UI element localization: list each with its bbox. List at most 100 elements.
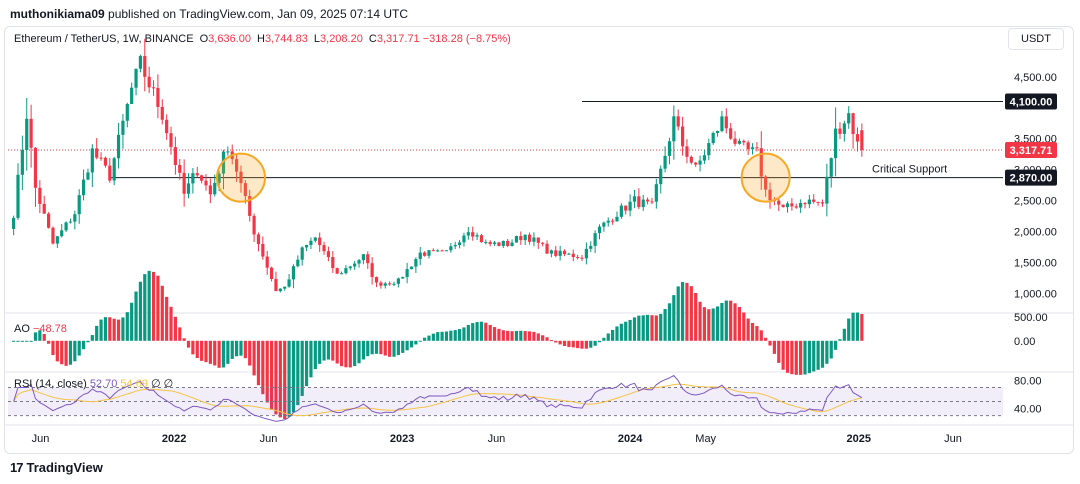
ao-bar [785,340,790,373]
ao-bar [112,318,116,341]
candle-body [25,118,29,150]
ao-bar [790,340,794,375]
ao-bar [742,312,746,341]
ao-bar [580,340,584,349]
ao-bar [457,329,462,341]
ao-bar [602,337,606,341]
candle-body [449,246,453,251]
ao-bar [322,340,326,361]
ao-bar [834,340,838,350]
symbol-title[interactable]: Ethereum / TetherUS, 1W, BINANCE [14,33,194,45]
ao-bar [676,286,680,341]
ao-bar [619,323,623,341]
ao-bar [506,330,510,341]
author-name[interactable]: muthonikiama09 [10,7,105,21]
candle-body [567,253,571,255]
last-price-tag [1005,141,1057,158]
ao-bar [361,340,366,360]
candle-body [580,257,584,259]
time-tick-label: 2022 [162,433,186,445]
ao-bar [440,331,444,341]
ao-bar [95,325,99,341]
ao-bar [51,340,55,356]
ao-bar [33,332,38,341]
candle-body [16,174,20,218]
candle-body [405,269,409,278]
candle-body [414,259,418,267]
candle-body [541,242,545,244]
ao-bar [64,340,68,366]
ao-bar [759,330,763,341]
ao-bar [344,340,348,368]
price-tick-label: 2,500.00 [1014,196,1057,208]
ao-bar [729,300,733,341]
candle-body [492,242,497,244]
candle-body [471,232,475,237]
change-value: −318.28 (−8.75%) [422,33,511,45]
candle-body [825,176,829,204]
ao-bar [755,325,759,341]
ao-legend-value: −48.78 [33,323,67,335]
candle-body [764,176,768,190]
candle-body [20,149,24,175]
ao-bar [611,329,615,341]
ao-bar [86,340,90,343]
candle-body [737,140,742,144]
ao-bar [134,291,138,341]
candle-body [707,143,711,156]
ao-bar [659,313,663,341]
ao-bar [462,327,466,341]
ao-bar [304,340,309,387]
ao-bar [423,337,427,341]
candle-body [689,156,693,163]
ao-bar [803,340,807,375]
candle-body [698,160,702,165]
candle-body [842,123,846,134]
footer-brand: 17 TradingView [10,460,103,475]
ao-bar [519,330,523,341]
candle-body [851,113,855,135]
ao-bar [637,315,641,341]
candle-body [396,278,400,284]
candle-body [143,56,147,77]
candle-body [335,268,339,274]
candle-body [715,130,720,134]
chart-frame [4,26,1074,454]
ao-bar [25,340,29,342]
candle-body [204,180,208,186]
candle-body [829,158,833,177]
rsi-tick-label: 40.00 [1014,404,1042,416]
candle-body [606,220,610,223]
candle-body [29,118,33,148]
currency-button[interactable]: USDT [1008,28,1064,50]
candle-body [549,250,554,254]
ao-bar [379,340,383,355]
brand-name[interactable]: TradingView [26,460,103,475]
ao-bar [73,340,77,362]
candle-body [186,183,191,194]
candle-body [785,203,790,208]
candle-body [855,134,860,142]
ao-bar [252,340,256,376]
candle-body [654,184,658,202]
ao-bar [510,331,514,341]
ao-bar [584,340,588,349]
ao-bar [68,340,73,365]
ao-bar [838,339,842,341]
ao-bar [606,333,610,341]
ao-bar [562,340,567,346]
candle-body [593,233,597,246]
symbol-legend: Ethereum / TetherUS, 1W, BINANCE O3,636.… [14,33,511,45]
ao-bar [593,340,597,346]
candle-body [742,140,746,143]
candle-body [287,279,291,287]
ao-bar [471,323,475,341]
candle-body [637,196,641,208]
ao-bar [143,274,147,341]
candle-body [239,171,243,184]
ao-bar [269,340,274,410]
candle-body [353,263,357,267]
ao-bar [820,340,825,368]
ao-bar [103,317,108,341]
